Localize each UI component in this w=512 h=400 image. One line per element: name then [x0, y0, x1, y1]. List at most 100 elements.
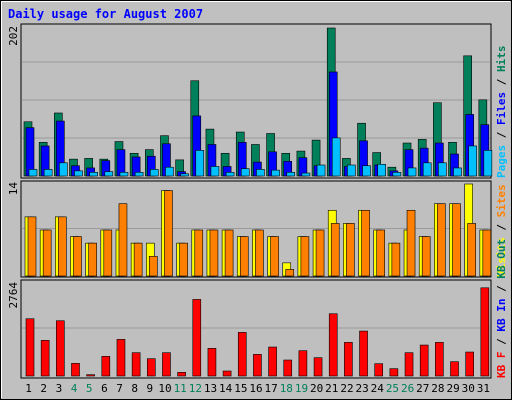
kb-f-bar — [374, 363, 384, 377]
sites-bar — [239, 236, 249, 277]
files-bar — [25, 127, 35, 177]
kb-f-bar — [56, 320, 65, 377]
bars-hits-files-pages — [23, 27, 493, 177]
legend-item: / — [495, 125, 508, 145]
sites-bar — [164, 190, 173, 277]
bars-kb — [25, 287, 490, 377]
sites-bar — [179, 242, 188, 277]
sites-bar — [315, 229, 325, 277]
legend-item: / — [495, 332, 508, 352]
day-label: 3 — [56, 382, 63, 395]
pages-bar — [134, 172, 144, 177]
pages-bar — [225, 172, 235, 177]
day-label: 14 — [219, 382, 233, 395]
day-label: 1 — [25, 382, 32, 395]
sites-bar — [361, 209, 370, 277]
kb-f-bar — [344, 342, 353, 377]
day-label: 16 — [249, 382, 262, 395]
sites-bar — [270, 236, 279, 277]
pages-bar — [119, 172, 129, 177]
legend-hits-files-pages: Pages / Files / Hits — [495, 46, 508, 179]
kb-f-bar — [101, 356, 111, 377]
kb-f-bar — [177, 372, 186, 377]
day-label: 13 — [204, 382, 217, 395]
kb-f-bar — [283, 359, 293, 377]
kb-f-bar — [480, 287, 490, 377]
day-label: 11 — [174, 382, 187, 395]
day-label: 2 — [40, 382, 47, 395]
kb-f-bar — [359, 330, 368, 377]
kb-f-bar — [450, 361, 459, 377]
day-label: 17 — [265, 382, 278, 395]
pages-bar — [271, 169, 280, 177]
day-label: 31 — [477, 382, 490, 395]
pages-bar — [104, 171, 114, 177]
kb-f-bar — [253, 354, 262, 377]
legend-item: Visits — [495, 237, 508, 277]
pages-bar — [301, 172, 311, 177]
pages-bar — [195, 150, 205, 177]
kb-f-bar — [465, 351, 474, 377]
day-label: 4 — [71, 382, 78, 395]
sites-bar — [376, 229, 386, 277]
kb-f-bar — [222, 370, 232, 377]
sites-bar — [133, 242, 143, 277]
legend-item: Hits — [495, 46, 508, 73]
sites-bar — [88, 242, 97, 277]
day-labels: 1 2 3 4 5 6 7 8 9 10 11 12 13 14 15 16 17 18 19 20 21 22 23 24 2… — [25, 382, 490, 395]
chart-title: Daily usage for August 2007 — [8, 7, 203, 21]
day-label: 19 — [295, 382, 308, 395]
pages-bar — [453, 167, 462, 177]
pages-bar — [438, 162, 447, 177]
sites-bar — [209, 229, 219, 277]
kb-f-bar — [146, 358, 156, 377]
legend-item: / — [495, 72, 508, 92]
sites-bar — [482, 229, 492, 277]
legend-item: KB F — [495, 352, 508, 379]
kb-f-bar — [313, 357, 323, 377]
kb-f-bar — [131, 352, 141, 377]
ymax-label-kb: 2764 — [7, 282, 20, 309]
sites-bar — [148, 255, 158, 277]
sites-bar — [118, 203, 128, 277]
grid-hits-files-pages — [22, 61, 490, 139]
legend-item: / — [495, 279, 508, 299]
kb-f-bar — [389, 368, 399, 377]
sites-bar — [255, 229, 264, 277]
kb-f-bar — [419, 344, 429, 377]
legend-item: Sites — [495, 184, 508, 217]
kb-f-bar — [298, 350, 308, 377]
kb-f-bar — [86, 374, 95, 377]
day-label: 21 — [325, 382, 338, 395]
day-label: 10 — [158, 382, 171, 395]
pages-bar — [316, 164, 326, 177]
ymax-label-visits: 14 — [7, 182, 20, 196]
kb-f-bar — [435, 342, 444, 377]
sites-bar — [285, 269, 295, 277]
kb-f-bar — [207, 348, 217, 377]
sites-bar — [42, 229, 52, 277]
pages-bar — [362, 165, 371, 177]
day-label: 23 — [356, 382, 369, 395]
kb-f-bar — [237, 332, 247, 377]
sites-bar — [224, 229, 234, 277]
pages-bar — [180, 173, 189, 177]
pages-bar — [377, 163, 387, 177]
pages-bar — [165, 166, 174, 177]
day-label: 20 — [310, 382, 323, 395]
legend-item: KB Out — [495, 239, 508, 279]
sites-bar — [421, 236, 431, 277]
legend-item: KB In — [495, 299, 508, 332]
legend-item: / — [495, 217, 508, 237]
day-label: 6 — [101, 382, 108, 395]
ymax-label-hits: 202 — [7, 26, 20, 46]
bars-visits-sites — [24, 183, 492, 277]
pages-bar — [59, 162, 68, 177]
pages-bar — [286, 172, 296, 177]
kb-f-bar — [162, 352, 171, 377]
kb-f-bar — [268, 346, 277, 377]
sites-bar — [346, 223, 355, 277]
day-label: 24 — [371, 382, 385, 395]
pages-bar — [392, 172, 402, 177]
